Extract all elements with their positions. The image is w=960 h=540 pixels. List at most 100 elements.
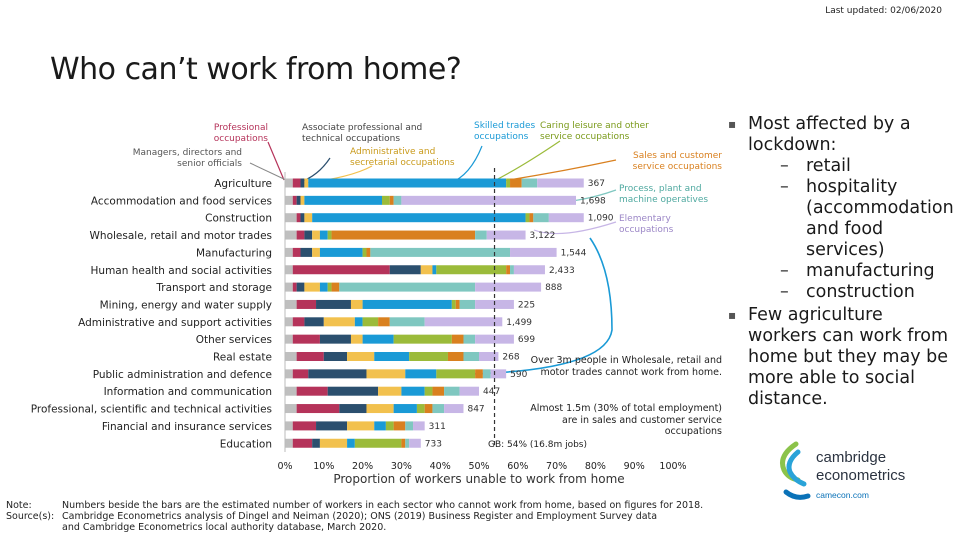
bar-segment-admin bbox=[304, 178, 309, 188]
legend-sales: Sales and customer service occupations bbox=[632, 151, 722, 172]
logo-line2: econometrics bbox=[816, 467, 905, 484]
bar-segment-caring bbox=[393, 334, 452, 344]
bar-segment-managers bbox=[285, 195, 293, 205]
x-axis-title: Proportion of workers unable to work fro… bbox=[333, 472, 624, 486]
bar-segment-caring bbox=[409, 352, 448, 361]
bar-value-label: 888 bbox=[545, 283, 562, 293]
bar-segment-process bbox=[389, 317, 425, 327]
bar-segment-caring bbox=[354, 438, 402, 448]
bar-segment-associate bbox=[304, 230, 313, 240]
bar-segment-associate bbox=[339, 404, 367, 414]
bar-segment-process bbox=[533, 213, 549, 223]
bar-segment-sales bbox=[366, 247, 371, 257]
bar-segment-associate bbox=[304, 317, 324, 327]
bar-segment-skilled bbox=[308, 178, 507, 188]
bar-segment-sales bbox=[432, 386, 445, 396]
bar-segment-associate bbox=[316, 421, 348, 431]
category-label: Administrative and support activities bbox=[78, 317, 272, 329]
gb-reference-label: GB: 54% (16.8m jobs) bbox=[488, 440, 588, 450]
legend-professional: Professional occupations bbox=[213, 123, 268, 144]
bar-segment-sales bbox=[331, 282, 340, 292]
logo-url[interactable]: camecon.com bbox=[816, 490, 869, 500]
bar-segment-associate bbox=[300, 178, 305, 188]
bar-segment-elementary bbox=[409, 438, 421, 448]
bar-segment-sales bbox=[451, 334, 464, 344]
bar-segment-managers bbox=[285, 317, 293, 327]
bullet-most-affected-text: Most affected by a lockdown: bbox=[748, 114, 911, 155]
bar-segment-managers bbox=[285, 438, 293, 448]
bar-segment-skilled bbox=[405, 369, 437, 379]
bar-segment-managers bbox=[285, 369, 293, 379]
x-tick-label: 100% bbox=[659, 461, 686, 472]
bar-segment-admin bbox=[420, 265, 433, 275]
x-tick-label: 30% bbox=[391, 461, 412, 472]
cambridge-econometrics-logo: cambridge econometrics camecon.com bbox=[780, 441, 905, 500]
bar-segment-skilled bbox=[319, 230, 328, 240]
bar-segment-admin bbox=[350, 334, 363, 344]
bar-value-label: 1,698 bbox=[580, 196, 606, 206]
bar-segment-managers bbox=[285, 352, 297, 361]
bar-segment-caring bbox=[362, 317, 379, 327]
bar-segment-caring bbox=[506, 178, 511, 188]
bar-segment-elementary bbox=[424, 317, 503, 327]
bar-segment-elementary bbox=[459, 386, 479, 396]
bar-segment-process bbox=[521, 178, 538, 188]
bar-segment-professional bbox=[292, 282, 297, 292]
bar-segment-admin bbox=[300, 195, 305, 205]
bar-segment-sales bbox=[389, 195, 394, 205]
bar-segment-process bbox=[463, 334, 476, 344]
bar-segment-skilled bbox=[347, 438, 355, 448]
bar-segment-managers bbox=[285, 282, 293, 292]
category-label: Human health and social activities bbox=[91, 265, 272, 277]
bar-segment-skilled bbox=[354, 317, 363, 327]
bar-segment-elementary bbox=[444, 404, 464, 414]
bar-segment-skilled bbox=[319, 247, 363, 257]
category-label: Mining, energy and water supply bbox=[100, 299, 272, 311]
bar-segment-professional bbox=[292, 369, 309, 379]
bar-segment-skilled bbox=[312, 213, 526, 223]
x-tick-label: 50% bbox=[468, 461, 489, 472]
bar-segment-sales bbox=[393, 421, 406, 431]
bar-segment-skilled bbox=[304, 195, 382, 205]
bar-segment-admin bbox=[347, 421, 375, 431]
bar-segment-process bbox=[463, 352, 479, 361]
bar-segment-managers bbox=[285, 265, 293, 275]
bar-value-label: 590 bbox=[510, 370, 527, 380]
bar-segment-caring bbox=[416, 404, 425, 414]
bar-segment-professional bbox=[296, 230, 305, 240]
bar-segment-skilled bbox=[362, 299, 452, 309]
bar-segment-process bbox=[405, 421, 414, 431]
bar-segment-skilled bbox=[432, 265, 437, 275]
bar-segment-associate bbox=[316, 299, 351, 309]
bar-value-label: 1,544 bbox=[561, 248, 587, 258]
bar-segment-elementary bbox=[537, 178, 584, 188]
bar-segment-managers bbox=[285, 404, 297, 414]
bar-segment-process bbox=[339, 282, 476, 292]
bar-segment-elementary bbox=[401, 195, 576, 205]
category-label: Education bbox=[220, 438, 272, 450]
bar-segment-sales bbox=[378, 317, 390, 327]
bar-value-label: 699 bbox=[518, 335, 535, 345]
bar-segment-managers bbox=[285, 213, 297, 223]
bar-segment-professional bbox=[292, 334, 320, 344]
bar-segment-elementary bbox=[479, 352, 499, 361]
category-label: Information and communication bbox=[104, 386, 272, 398]
bar-segment-associate bbox=[327, 386, 379, 396]
category-label: Manufacturing bbox=[196, 247, 272, 259]
source-text-continued: and Cambridge Econometrics local authori… bbox=[62, 522, 387, 533]
legend-skilled: Skilled trades occupations bbox=[474, 121, 536, 142]
key-findings: Most affected by a lockdown: retail hosp… bbox=[728, 114, 954, 410]
bar-segment-associate bbox=[300, 247, 313, 257]
bar-segment-caring bbox=[362, 247, 367, 257]
category-label: Construction bbox=[205, 213, 272, 225]
bar-segment-admin bbox=[304, 282, 320, 292]
bar-segment-professional bbox=[296, 213, 301, 223]
category-label: Professional, scientific and technical a… bbox=[31, 404, 272, 416]
bar-segment-sales bbox=[447, 352, 464, 361]
source-label: Source(s): bbox=[6, 511, 55, 522]
legend-managers: Managers, directors and senior officials bbox=[132, 148, 242, 169]
bar-segment-skilled bbox=[393, 404, 417, 414]
bar-segment-process bbox=[475, 230, 487, 240]
bar-segment-sales bbox=[475, 369, 483, 379]
bar-segment-process bbox=[482, 369, 491, 379]
